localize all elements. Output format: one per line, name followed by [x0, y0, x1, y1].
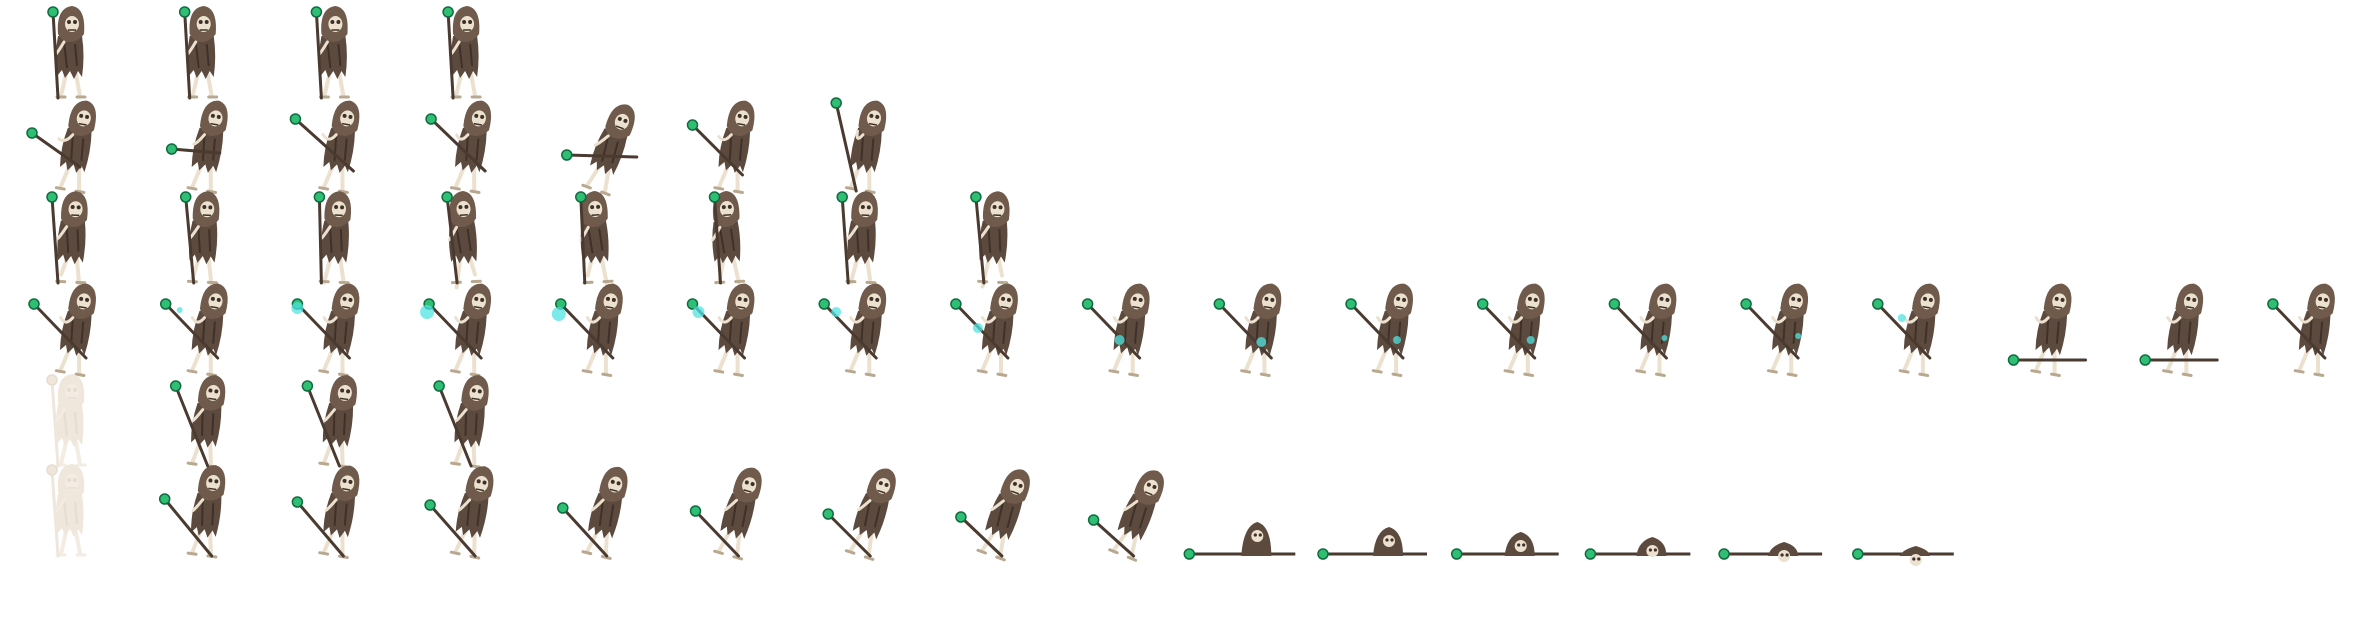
death-frame	[1317, 527, 1427, 560]
attack-swing-frame	[561, 104, 639, 197]
cast-spell-frame	[291, 283, 360, 378]
attack-swing-frame	[425, 100, 492, 195]
walk-frame	[970, 191, 1010, 289]
death-frame	[1852, 546, 1954, 566]
death-frame	[1183, 522, 1296, 560]
cast-spell-frame	[1081, 283, 1150, 378]
cast-spell-frame	[28, 283, 96, 378]
cast-spell-frame	[1213, 283, 1282, 378]
walk-frame	[179, 191, 220, 286]
death-frame	[424, 466, 494, 560]
attack-swing-frame	[830, 97, 887, 195]
cast-spell-frame	[2267, 283, 2335, 378]
cast-spell-frame	[2139, 283, 2219, 378]
walk-frame	[46, 191, 88, 290]
attack-swing-frame	[686, 100, 755, 195]
cast-spell-frame	[950, 283, 1018, 378]
idle-frame	[442, 6, 482, 100]
cast-spell-frame	[818, 283, 887, 378]
attack-swing-frame	[26, 100, 96, 195]
walk-frame	[313, 191, 352, 285]
death-frame	[158, 465, 226, 559]
death-frame	[291, 465, 360, 560]
cast-spell-frame	[1476, 283, 1545, 378]
walk-frame	[708, 191, 746, 285]
cast-spell-frame	[159, 283, 228, 378]
death-frame	[1087, 470, 1164, 562]
death-frame	[557, 466, 628, 560]
walk-frame	[575, 191, 614, 289]
attack-swing-frame	[289, 100, 360, 195]
idle-frame	[47, 6, 87, 100]
cast-spell-frame	[2007, 283, 2087, 378]
death-frame	[955, 469, 1030, 562]
cast-spell-frame	[1608, 283, 1677, 378]
death-frame	[46, 464, 87, 558]
death-frame	[1584, 537, 1691, 560]
hurt-frame	[301, 375, 357, 469]
hurt-frame	[433, 375, 489, 469]
walk-frame	[836, 191, 878, 285]
cast-spell-frame	[1740, 283, 1809, 378]
death-frame	[1718, 542, 1823, 562]
walk-frame	[441, 191, 482, 290]
idle-frame	[178, 6, 219, 100]
cast-spell-frame	[686, 283, 755, 378]
cast-spell-frame	[551, 283, 623, 378]
idle-frame	[310, 6, 350, 100]
death-frame	[822, 468, 896, 561]
death-frame	[1450, 532, 1559, 560]
hurt-frame	[169, 375, 226, 469]
hurt-frame	[46, 374, 87, 468]
cast-spell-frame	[420, 283, 492, 378]
cast-spell-frame	[1345, 283, 1413, 378]
cast-spell-frame	[1872, 283, 1940, 378]
attack-swing-frame	[165, 100, 228, 195]
death-frame	[689, 467, 762, 561]
